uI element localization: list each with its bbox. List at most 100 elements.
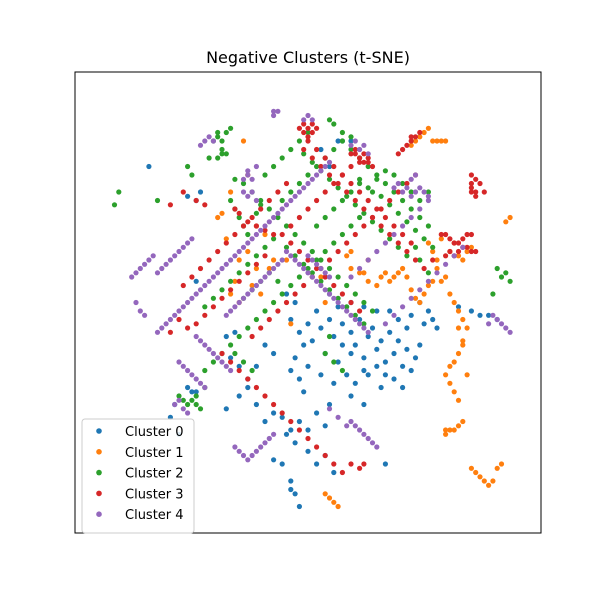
- point-cluster-4-37: [137, 265, 143, 272]
- point-cluster-0-28: [365, 372, 371, 378]
- point-cluster-0-86: [425, 308, 431, 314]
- point-cluster-2-37: [236, 270, 242, 276]
- point-cluster-4-133: [318, 265, 324, 272]
- point-cluster-3-151: [258, 325, 264, 331]
- point-cluster-2-60: [374, 172, 380, 178]
- point-cluster-0-21: [326, 316, 333, 323]
- point-cluster-4-164: [417, 287, 423, 293]
- point-cluster-1-57: [451, 359, 457, 365]
- point-cluster-1-100: [348, 248, 354, 255]
- point-cluster-1-29: [400, 265, 406, 272]
- point-cluster-2-75: [357, 214, 363, 221]
- point-cluster-3-145: [215, 248, 221, 255]
- point-cluster-3-93: [245, 376, 251, 382]
- point-cluster-2-165: [335, 185, 341, 191]
- point-cluster-0-71: [223, 406, 229, 412]
- point-cluster-0-63: [292, 440, 298, 446]
- point-cluster-4-120: [326, 291, 333, 297]
- point-cluster-1-14: [223, 236, 229, 242]
- point-cluster-2-39: [219, 287, 225, 293]
- point-cluster-2-55: [331, 146, 337, 153]
- point-cluster-3-48: [481, 189, 487, 195]
- point-cluster-1-81: [232, 278, 238, 284]
- point-cluster-2-130: [326, 333, 333, 340]
- point-cluster-4-154: [382, 240, 388, 246]
- point-cluster-2-150: [507, 278, 513, 284]
- point-cluster-2-64: [408, 206, 414, 212]
- point-cluster-1-97: [361, 270, 367, 276]
- point-cluster-2-56: [339, 138, 345, 144]
- point-cluster-0-22: [318, 325, 324, 331]
- point-cluster-4-87: [232, 253, 238, 259]
- point-cluster-3-91: [228, 359, 234, 365]
- point-cluster-0-78: [253, 401, 259, 408]
- point-cluster-4-84: [219, 265, 225, 272]
- point-cluster-3-154: [283, 299, 290, 306]
- point-cluster-4-96: [271, 214, 277, 221]
- point-cluster-0-118: [331, 469, 337, 476]
- point-cluster-3-138: [275, 189, 281, 195]
- point-cluster-4-82: [210, 274, 216, 280]
- point-cluster-4-128: [361, 325, 367, 331]
- chart-title: Negative Clusters (t-SNE): [206, 48, 410, 67]
- point-cluster-3-136: [305, 138, 311, 144]
- point-cluster-2-49: [279, 197, 285, 204]
- point-cluster-2-120: [283, 244, 290, 250]
- point-cluster-2-103: [288, 146, 294, 153]
- point-cluster-2-83: [288, 282, 294, 289]
- legend-marker-cluster-1: [96, 449, 102, 455]
- point-cluster-2-46: [228, 197, 234, 204]
- point-cluster-2-26: [318, 257, 324, 263]
- point-cluster-2-74: [430, 244, 436, 250]
- point-cluster-4-116: [309, 274, 315, 280]
- point-cluster-3-133: [331, 163, 337, 170]
- point-cluster-2-80: [314, 257, 320, 263]
- point-cluster-0-115: [279, 461, 285, 467]
- point-cluster-1-84: [249, 282, 255, 289]
- point-cluster-0-62: [305, 448, 311, 454]
- point-cluster-2-121: [292, 253, 298, 259]
- point-cluster-0-112: [288, 486, 294, 493]
- point-cluster-1-31: [408, 287, 414, 293]
- point-cluster-0-105: [232, 329, 238, 335]
- point-cluster-4-66: [193, 376, 199, 382]
- point-cluster-3-118: [387, 231, 393, 238]
- point-cluster-2-35: [253, 253, 259, 259]
- point-cluster-0-35: [404, 325, 410, 331]
- point-cluster-0-45: [296, 329, 302, 335]
- legend: Cluster 0 Cluster 1 Cluster 2 Cluster 3 Clus…: [81, 418, 195, 534]
- point-cluster-3-5: [309, 129, 315, 136]
- point-cluster-2-124: [318, 278, 324, 284]
- point-cluster-2-65: [417, 214, 423, 221]
- point-cluster-0-90: [455, 304, 462, 310]
- point-cluster-4-196: [172, 401, 178, 408]
- point-cluster-2-163: [352, 202, 358, 208]
- point-cluster-2-86: [262, 308, 268, 314]
- point-cluster-4-48: [185, 240, 191, 246]
- point-cluster-2-127: [344, 304, 350, 310]
- point-cluster-3-58: [262, 227, 268, 233]
- point-cluster-4-114: [301, 265, 307, 272]
- point-cluster-4-1: [275, 108, 281, 114]
- point-cluster-4-142: [253, 282, 259, 289]
- point-cluster-0-110: [382, 461, 388, 467]
- point-cluster-0-19: [339, 342, 345, 348]
- point-cluster-2-63: [400, 197, 406, 204]
- point-cluster-4-67: [197, 380, 204, 386]
- point-cluster-2-3: [215, 134, 221, 140]
- point-cluster-4-174: [352, 423, 358, 429]
- point-cluster-3-56: [245, 219, 251, 225]
- point-cluster-4-14: [365, 151, 371, 157]
- point-cluster-2-96: [331, 206, 337, 212]
- point-cluster-1-37: [434, 265, 440, 272]
- point-cluster-1-71: [477, 474, 483, 480]
- point-cluster-3-150: [249, 333, 255, 340]
- point-cluster-2-116: [408, 189, 414, 195]
- point-cluster-3-2: [309, 121, 315, 127]
- point-cluster-0-59: [288, 427, 294, 433]
- point-cluster-4-151: [357, 265, 363, 272]
- point-cluster-4-36: [133, 270, 139, 276]
- point-cluster-0-93: [486, 312, 492, 318]
- point-cluster-0-52: [348, 393, 354, 399]
